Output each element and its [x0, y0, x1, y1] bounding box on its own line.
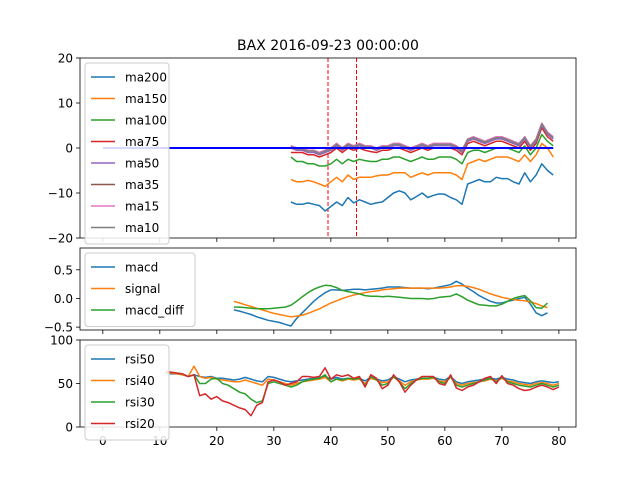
plot-area: [102, 58, 554, 238]
series-line-rsi50: [165, 372, 560, 385]
legend-label-macd_diff: macd_diff: [125, 304, 184, 318]
legend-label-ma35: ma35: [125, 178, 159, 192]
ytick-label: 0.0: [54, 292, 73, 306]
panel-macd: −0.5 0.0 0.5 macd signal macd_diff: [44, 247, 577, 335]
legend-label-ma10: ma10: [125, 221, 159, 235]
series-line-signal: [233, 285, 548, 318]
legend: macd signal macd_diff: [84, 252, 196, 327]
ytick-label: 0: [65, 142, 73, 156]
ytick-label: 0: [65, 421, 73, 435]
series-line-macd_diff: [233, 284, 549, 310]
ytick-label: 100: [50, 334, 73, 348]
chart-title: BAX 2016-09-23 00:00:00: [237, 38, 419, 54]
series-line-ma150: [290, 142, 554, 188]
xtick-label: 50: [380, 434, 395, 448]
legend-label-ma150: ma150: [125, 92, 167, 106]
legend-box: [84, 252, 196, 327]
axes-frame: [79, 339, 577, 428]
xtick-label: 70: [494, 434, 509, 448]
ytick-label: −0.5: [44, 321, 73, 335]
legend: ma200 ma150 ma100 ma75 ma50 ma35 ma15 ma10: [84, 62, 170, 245]
legend-label-rsi50: rsi50: [125, 353, 155, 367]
series-line-rsi20: [165, 367, 560, 417]
legend-label-ma100: ma100: [125, 114, 167, 128]
xtick-label: 80: [551, 434, 566, 448]
plot-area: [233, 280, 549, 327]
xtick-label: 30: [266, 434, 281, 448]
panel-price: −20−1001020ma200ma150ma100ma75ma50ma35ma…: [48, 52, 577, 246]
xtick-label: 60: [437, 434, 452, 448]
legend-label-rsi40: rsi40: [125, 374, 155, 388]
ytick-label: −20: [48, 232, 73, 246]
ytick-label: 20: [58, 52, 73, 66]
xtick-label: 0: [99, 434, 107, 448]
legend-label-signal: signal: [125, 282, 161, 296]
legend-label-macd: macd: [125, 261, 158, 275]
axes-frame: [79, 57, 577, 239]
legend-label-ma50: ma50: [125, 157, 159, 171]
axes-frame: [79, 247, 577, 331]
legend-box: [84, 62, 170, 245]
series-line-ma10: [290, 123, 554, 155]
xtick-label: 40: [323, 434, 338, 448]
legend-label-ma15: ma15: [125, 200, 159, 214]
xtick-label: 20: [209, 434, 224, 448]
legend-label-rsi30: rsi30: [125, 396, 155, 410]
panels: −20−1001020ma200ma150ma100ma75ma50ma35ma…: [44, 52, 577, 448]
legend-label-ma200: ma200: [125, 71, 167, 85]
series-line-ma200: [290, 163, 554, 212]
ytick-label: 0.5: [54, 263, 73, 277]
legend-label-ma75: ma75: [125, 135, 159, 149]
ytick-label: 50: [58, 377, 73, 391]
ytick-label: 10: [58, 97, 73, 111]
plot-area: [165, 365, 560, 417]
legend-label-rsi20: rsi20: [125, 417, 155, 431]
legend: rsi50 rsi40 rsi30 rsi20: [84, 344, 170, 441]
ytick-label: −10: [48, 187, 73, 201]
legend-box: [84, 344, 170, 441]
series-line-macd: [233, 280, 548, 327]
